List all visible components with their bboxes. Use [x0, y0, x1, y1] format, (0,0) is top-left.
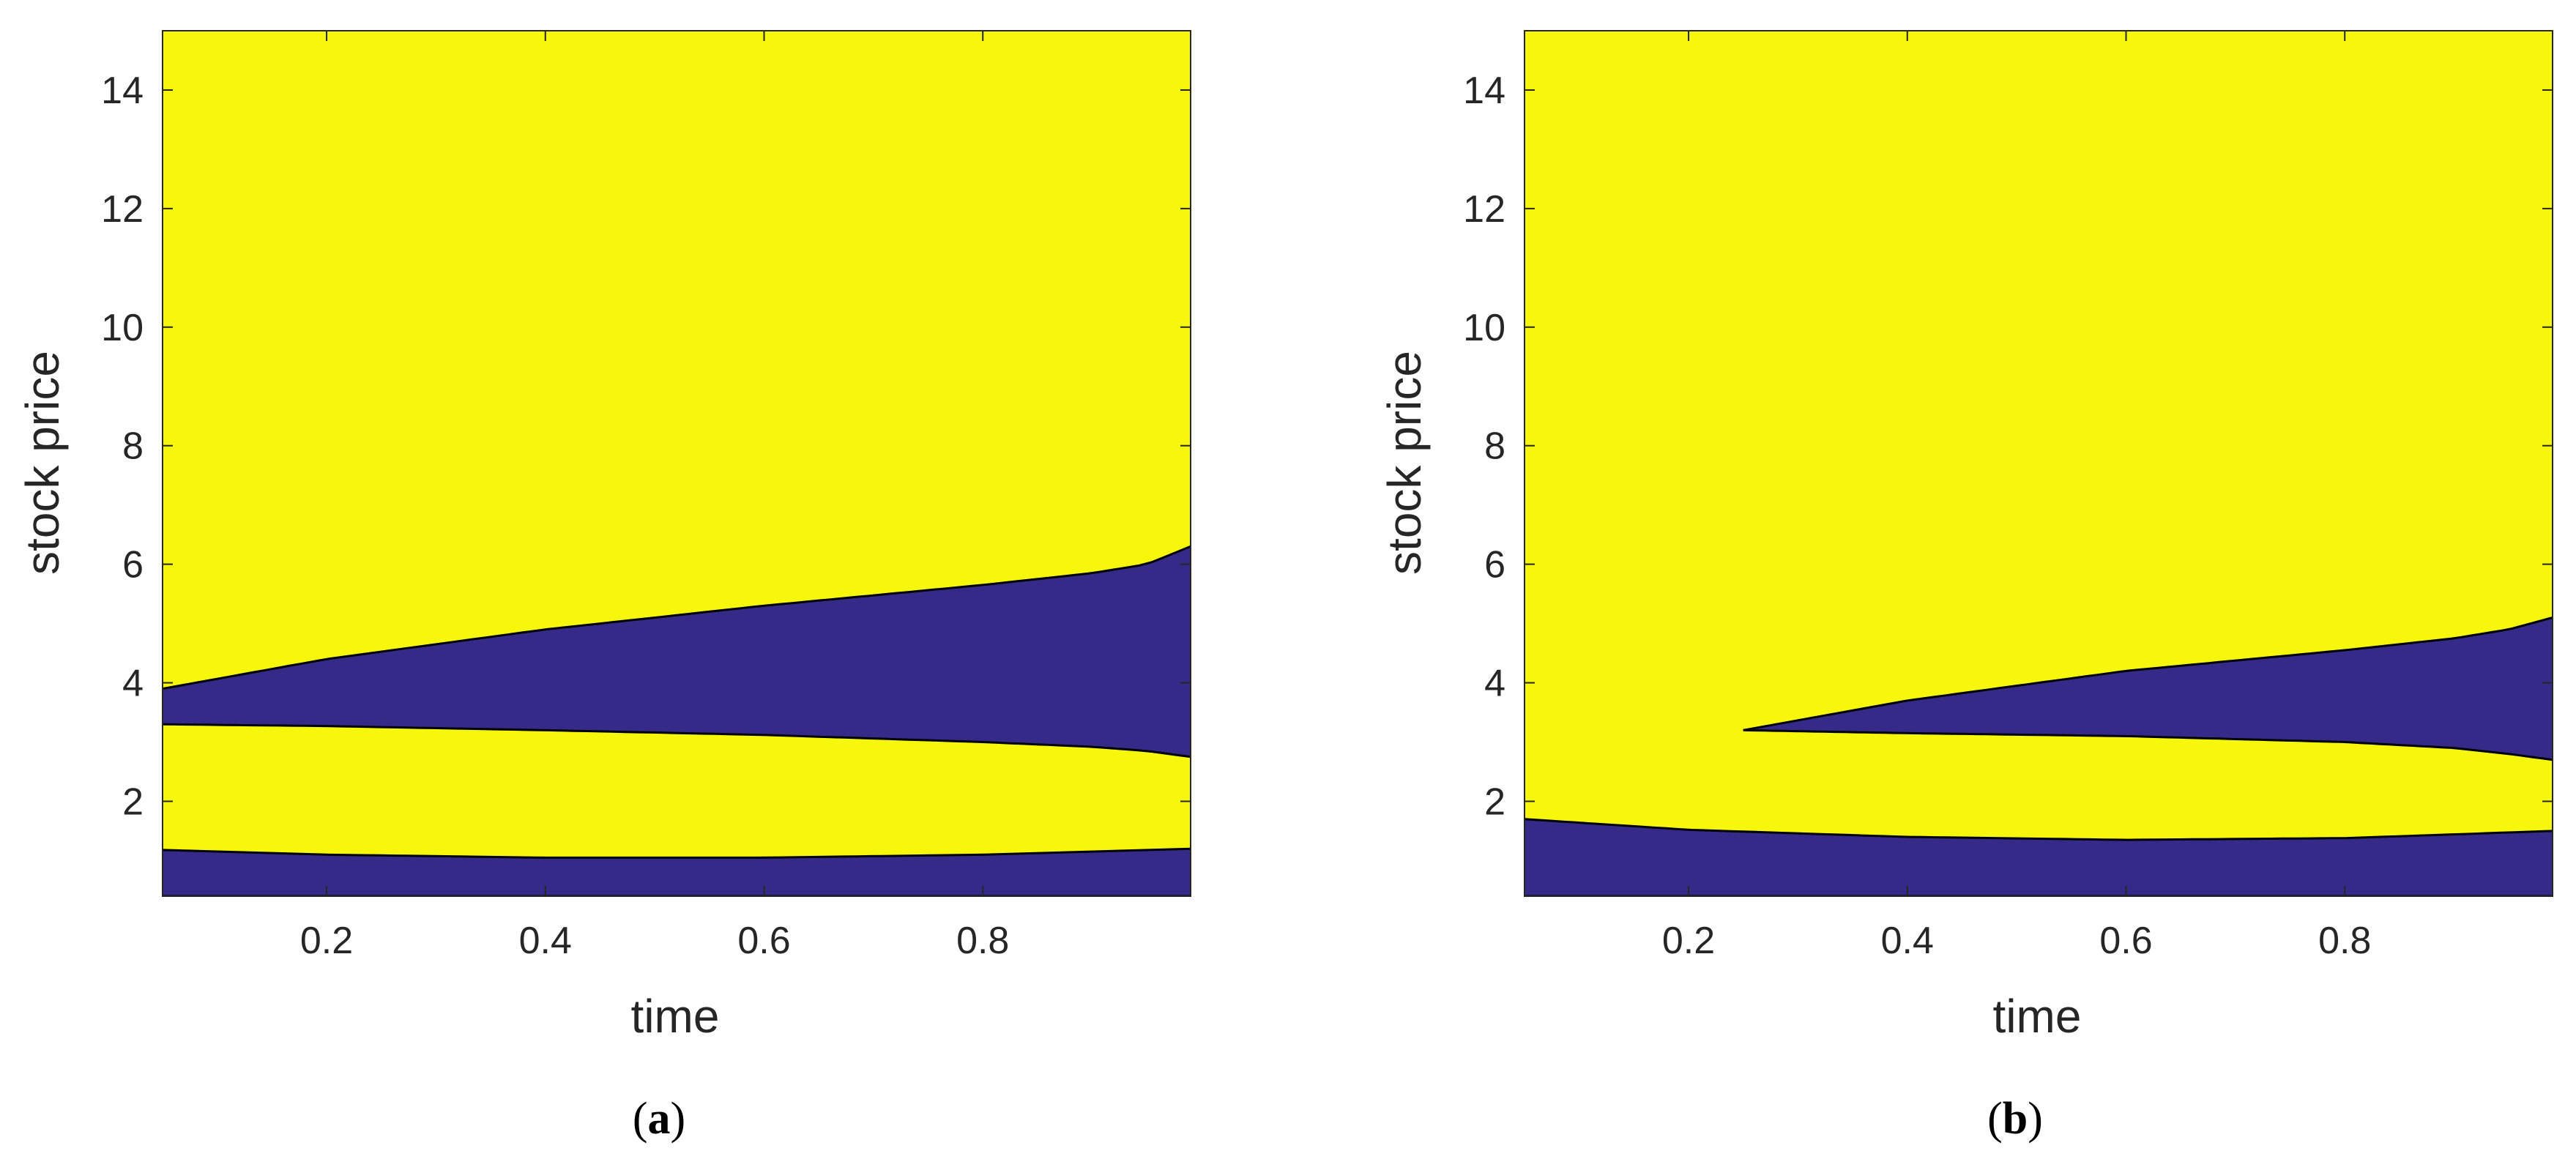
x-tick-label: 0.8: [2318, 920, 2371, 962]
panel-b: 2 4 6 8 10 12 14 0.2 0.4 0.6 0.8 time stock price…: [1378, 30, 2553, 1144]
region-2: [1525, 819, 2553, 896]
panel-caption-b: (b): [1987, 1094, 2043, 1144]
region-1: [1743, 617, 2553, 760]
region-1-lower-boundary: [1743, 729, 2553, 761]
y-tick-label: 2: [1484, 780, 1505, 823]
y-tick-label: 4: [1484, 663, 1505, 705]
region-1-upper-boundary: [163, 545, 1191, 690]
panel-caption-letter: a: [648, 1094, 671, 1144]
y-tick-labels: 2 4 6 8 10 12 14: [1463, 70, 1505, 824]
x-tick-label: 0.2: [300, 920, 353, 962]
plot-area: [162, 30, 1191, 897]
plot-area: [1524, 30, 2553, 897]
background-region: [1525, 31, 2553, 896]
x-axis-label: time: [631, 990, 720, 1043]
y-tick-label: 14: [101, 70, 144, 112]
x-tick-labels: 0.2 0.4 0.6 0.8: [300, 920, 1009, 962]
x-axis-label: time: [1993, 990, 2082, 1043]
y-tick-label: 8: [122, 425, 144, 468]
x-tick-label: 0.4: [519, 920, 572, 962]
x-tick-labels: 0.2 0.4 0.6 0.8: [1662, 920, 2371, 962]
x-tick-label: 0.4: [1881, 920, 1934, 962]
y-tick-label: 12: [1463, 188, 1505, 231]
panel-caption-a: (a): [633, 1094, 685, 1144]
y-tick-label: 4: [122, 663, 144, 705]
region-1-lower-boundary: [163, 723, 1191, 759]
panel-caption-letter: b: [2003, 1094, 2028, 1144]
y-tick-label: 6: [1484, 544, 1505, 586]
region-1: [163, 546, 1191, 757]
y-tick-label: 10: [101, 307, 144, 349]
axes-box: [1524, 30, 2553, 897]
x-tick-label: 0.6: [737, 920, 790, 962]
region-2-upper-boundary: [163, 847, 1191, 859]
x-tick-label: 0.2: [1662, 920, 1715, 962]
y-tick-label: 8: [1484, 425, 1505, 468]
y-tick-label: 6: [122, 544, 144, 586]
y-tick-label: 2: [122, 780, 144, 823]
region-1-upper-boundary: [1743, 616, 2553, 731]
x-tick-label: 0.6: [2099, 920, 2152, 962]
y-axis-label: stock price: [16, 351, 69, 575]
x-tick-label: 0.8: [956, 920, 1009, 962]
y-tick-label: 12: [101, 188, 144, 231]
background-region: [163, 31, 1191, 896]
y-tick-label: 10: [1463, 307, 1505, 349]
y-tick-label: 14: [1463, 70, 1505, 112]
y-axis-label: stock price: [1378, 351, 1431, 575]
region-2: [163, 849, 1191, 896]
axes-box: [162, 30, 1191, 897]
y-tick-labels: 2 4 6 8 10 12 14: [101, 70, 144, 824]
panel-a: 2 4 6 8 10 12 14 0.2 0.4 0.6 0.8 time stock price…: [16, 30, 1191, 1144]
region-2-upper-boundary: [1525, 818, 2553, 841]
